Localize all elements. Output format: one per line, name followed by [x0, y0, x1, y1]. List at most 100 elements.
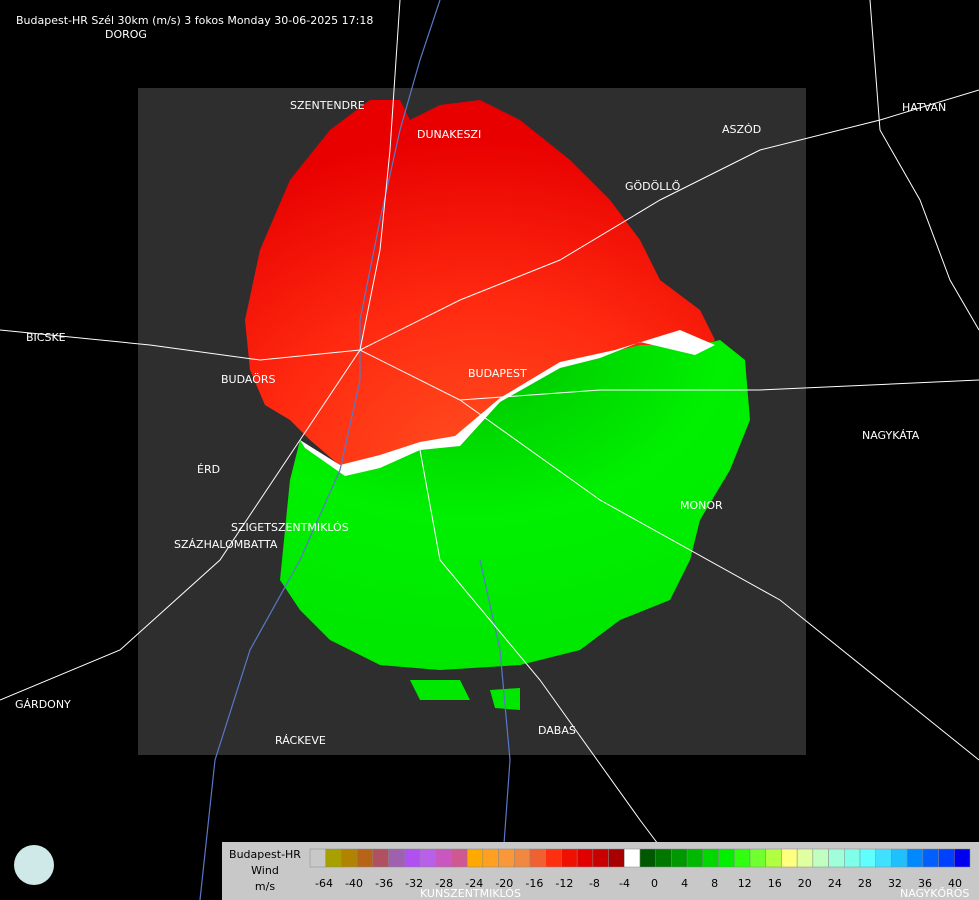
town-label: HATVAN [902, 101, 946, 114]
legend-swatch [875, 848, 892, 868]
road [359, 0, 401, 351]
legend-tick-label: -40 [345, 877, 363, 890]
legend-tick-label: 40 [948, 877, 962, 890]
legend-tick-label: -28 [435, 877, 453, 890]
legend-tick-label: 12 [738, 877, 752, 890]
legend-swatch [954, 848, 971, 868]
legend-swatch [545, 848, 562, 868]
legend-swatch [482, 848, 499, 868]
radar-echo-fragment [410, 680, 520, 710]
legend-swatch [451, 848, 468, 868]
legend-swatch [419, 848, 436, 868]
legend-tick-label: -20 [495, 877, 513, 890]
legend-swatch [844, 848, 861, 868]
radar-echo-outbound [280, 340, 750, 670]
legend-station: Budapest-HR [229, 848, 301, 861]
legend-swatch [828, 848, 845, 868]
legend-swatch [671, 848, 688, 868]
town-label: SZENTENDRE [290, 99, 365, 112]
legend-swatch [498, 848, 515, 868]
legend-tick-label: 36 [918, 877, 932, 890]
town-label: DOROG [105, 28, 147, 41]
legend-swatch [781, 848, 798, 868]
town-label: NAGYKŐRÖS [900, 886, 969, 900]
river [479, 559, 511, 900]
legend-swatch [891, 848, 908, 868]
legend-swatch [309, 848, 326, 868]
legend-tick-label: -32 [405, 877, 423, 890]
radar-echo-inbound [245, 100, 715, 470]
legend-tick-label: 4 [681, 877, 688, 890]
town-label: GÁRDONY [15, 698, 71, 711]
river [199, 0, 441, 900]
town-label: BICSKE [26, 331, 66, 344]
legend-swatch [388, 848, 405, 868]
legend-swatch [812, 848, 829, 868]
legend-tick-label: 8 [711, 877, 718, 890]
road [359, 89, 979, 351]
legend-swatch [906, 848, 924, 868]
legend-swatch [686, 848, 704, 868]
town-label: ASZÓD [722, 123, 761, 136]
legend-quantity: Wind [251, 864, 279, 877]
legend-swatch [341, 848, 358, 868]
legend-unit: m/s [255, 880, 275, 893]
logo [14, 845, 54, 885]
town-label: BUDAÖRS [221, 373, 276, 386]
legend-tick-label: 28 [858, 877, 872, 890]
legend-swatch [702, 848, 719, 868]
legend-swatch [592, 848, 609, 868]
legend-swatch [514, 848, 531, 868]
legend-tick-label: 0 [651, 877, 658, 890]
legend-swatch [922, 848, 939, 868]
legend-tick-label: -24 [465, 877, 483, 890]
town-label: MONOR [680, 499, 723, 512]
legend-tick-label: -16 [525, 877, 543, 890]
velocity-fold [300, 330, 715, 476]
legend-tick-label: 32 [888, 877, 902, 890]
town-label: NAGYKÁTA [862, 429, 920, 442]
legend-tick-label: -36 [375, 877, 393, 890]
town-label: DUNAKESZI [417, 128, 481, 141]
legend-swatch [749, 848, 766, 868]
legend-tick-label: -8 [589, 877, 600, 890]
town-label: RÁCKEVE [275, 734, 326, 747]
legend-swatch [796, 848, 814, 868]
legend-swatch [325, 848, 342, 868]
legend-swatch [529, 848, 546, 868]
legend-swatch [718, 848, 735, 868]
legend-tick-label: -4 [619, 877, 630, 890]
legend-tick-label: -12 [555, 877, 573, 890]
road [0, 329, 979, 761]
road [0, 349, 361, 701]
town-label: KUNSZENTMIKLÓS [420, 887, 521, 900]
town-label: DABAS [538, 724, 576, 737]
legend-swatch [372, 848, 389, 868]
town-label: SZIGETSZENTMIKLÓS [231, 521, 349, 534]
legend-swatch [404, 848, 421, 868]
road [459, 379, 979, 401]
legend-swatch [608, 848, 625, 868]
town-label: BUDAPEST [468, 367, 527, 380]
legend-swatch [639, 848, 656, 868]
road [869, 0, 979, 331]
legend-swatch [576, 848, 594, 868]
town-label: ÉRD [197, 463, 220, 476]
legend-swatch [765, 848, 782, 868]
legend-tick-label: -64 [315, 877, 333, 890]
legend-swatch [624, 848, 641, 868]
legend-swatch [859, 848, 876, 868]
legend-swatch [356, 848, 374, 868]
legend-swatch [561, 848, 578, 868]
legend-swatch [435, 848, 452, 868]
legend-swatch [655, 848, 672, 868]
legend-tick-label: 24 [828, 877, 842, 890]
legend-swatch [938, 848, 955, 868]
legend-swatch [466, 848, 484, 868]
header-title: Budapest-HR Szél 30km (m/s) 3 fokos Mond… [16, 14, 373, 27]
town-label: SZÁZHALOMBATTA [174, 538, 278, 551]
legend-swatch [734, 848, 751, 868]
town-label: GÖDÖLLŐ [625, 179, 681, 193]
legend-tick-label: 20 [798, 877, 812, 890]
